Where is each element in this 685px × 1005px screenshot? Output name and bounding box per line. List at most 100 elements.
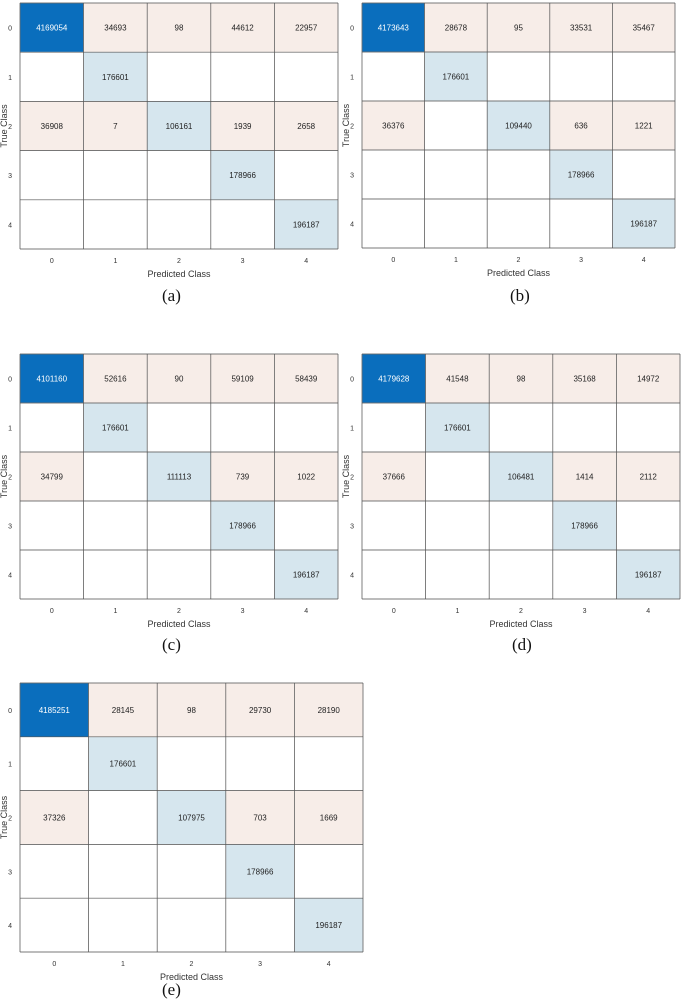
matrix-cell-2-1 (424, 100, 488, 151)
matrix-cell-3-1 (88, 844, 158, 899)
matrix-cell-4-1 (424, 198, 488, 249)
x-tick-3: 3 (241, 258, 245, 265)
matrix-cell-2-3 (549, 100, 613, 151)
matrix-cell-3-3 (549, 149, 613, 200)
matrix-cell-1-1 (425, 402, 490, 453)
cell-value-2-4: 1669 (320, 814, 338, 823)
matrix-cell-3-1 (83, 500, 148, 551)
matrix-cell-1-2 (146, 402, 212, 453)
matrix-cell-3-4 (294, 844, 364, 899)
matrix-cell-4-1 (83, 549, 148, 600)
matrix-cell-4-4 (616, 549, 681, 600)
cell-value-2-2: 106481 (508, 473, 535, 482)
matrix-cell-0-0 (361, 353, 426, 404)
x-tick-0: 0 (52, 961, 56, 968)
cell-value-2-4: 1022 (297, 473, 315, 482)
y-tick-3: 3 (350, 173, 354, 180)
x-tick-2: 2 (177, 608, 181, 615)
matrix-cell-2-1 (88, 790, 158, 845)
y-tick-3: 3 (350, 524, 354, 531)
y-tick-0: 0 (8, 377, 12, 384)
matrix-cell-1-0 (361, 51, 425, 102)
y-axis-label: True Class (341, 454, 351, 498)
cell-value-0-3: 59109 (231, 375, 254, 384)
matrix-cell-3-3 (210, 500, 275, 551)
matrix-cell-4-2 (486, 198, 551, 249)
cell-value-1-1: 176601 (110, 760, 137, 769)
x-tick-2: 2 (190, 961, 194, 968)
matrix-panel-d: 4179628 41548 98 35168 14972 176601 37666 10648… (341, 330, 685, 660)
cell-value-0-4: 14972 (637, 375, 660, 384)
y-tick-2: 2 (8, 816, 12, 823)
y-tick-1: 1 (8, 75, 12, 82)
y-tick-1: 1 (350, 75, 354, 82)
y-axis-label: True Class (0, 795, 9, 839)
matrix-cell-1-3 (210, 402, 275, 453)
cell-value-0-1: 28145 (112, 706, 135, 715)
cell-value-3-3: 178966 (229, 171, 256, 180)
cell-value-4-4: 196187 (315, 921, 342, 930)
cell-value-4-4: 196187 (630, 220, 657, 229)
y-tick-2: 2 (8, 475, 12, 482)
matrix-cell-1-1 (424, 51, 488, 102)
cell-value-3-3: 178966 (568, 171, 595, 180)
y-tick-3: 3 (8, 173, 12, 180)
y-tick-1: 1 (8, 762, 12, 769)
matrix-cell-4-0 (361, 198, 425, 249)
y-tick-0: 0 (350, 377, 354, 384)
cell-value-0-2: 98 (175, 24, 184, 33)
cell-value-0-1: 52616 (104, 375, 127, 384)
matrix-cell-0-2 (488, 353, 554, 404)
cell-value-0-0: 4169054 (36, 24, 68, 33)
matrix-cell-0-4 (274, 2, 339, 53)
cell-value-2-0: 37326 (43, 814, 66, 823)
caption-b: (b) (510, 286, 530, 305)
cell-value-1-1: 176601 (102, 424, 129, 433)
matrix-cell-0-3 (210, 353, 275, 404)
matrix-cell-0-4 (616, 353, 681, 404)
matrix-cell-3-1 (83, 150, 148, 201)
matrix-cell-2-2 (146, 451, 212, 502)
cell-value-2-3: 636 (574, 122, 588, 131)
cell-value-2-4: 2658 (297, 122, 315, 131)
matrix-cell-1-4 (274, 402, 339, 453)
matrix-cell-3-0 (19, 844, 89, 899)
matrix-cell-3-2 (146, 500, 212, 551)
matrix-cell-4-1 (83, 199, 148, 250)
matrix-cell-3-4 (274, 500, 339, 551)
cell-value-2-3: 1414 (576, 473, 594, 482)
y-tick-4: 4 (8, 923, 12, 930)
y-axis-label: True Class (341, 103, 351, 147)
x-tick-4: 4 (642, 257, 646, 264)
cell-value-0-4: 35467 (633, 24, 656, 33)
y-tick-3: 3 (8, 869, 12, 876)
matrix-cell-4-3 (210, 549, 275, 600)
cell-value-3-3: 178966 (229, 522, 256, 531)
matrix-cell-0-2 (486, 2, 551, 53)
matrix-cell-4-1 (425, 549, 490, 600)
matrix-cell-1-4 (612, 51, 676, 102)
x-tick-3: 3 (579, 257, 583, 264)
cell-value-0-1: 28678 (445, 24, 468, 33)
x-axis-label: Predicted Class (487, 268, 551, 278)
y-tick-4: 4 (350, 222, 354, 229)
matrix-cell-4-2 (156, 897, 227, 953)
matrix-cell-1-3 (552, 402, 617, 453)
matrix-panel-a: 4169054 34693 98 44612 22957 176601 36908 7 1061… (0, 0, 342, 320)
cell-value-0-2: 90 (175, 375, 184, 384)
cell-value-0-0: 4101160 (37, 375, 68, 384)
matrix-cell-2-0 (361, 100, 425, 151)
matrix-cell-0-4 (294, 682, 364, 738)
matrix-cell-4-1 (88, 897, 158, 953)
matrix-cell-2-0 (19, 790, 89, 845)
matrix-cell-1-4 (616, 402, 681, 453)
x-axis-label: Predicted Class (160, 972, 224, 982)
x-tick-0: 0 (50, 258, 54, 265)
cell-value-0-0: 4185251 (39, 706, 71, 715)
confusion-matrix-e: 4185251 28145 98 29730 28190 176601 37326 10797… (0, 682, 364, 982)
matrix-cell-4-4 (274, 549, 339, 600)
matrix-cell-4-0 (19, 549, 84, 600)
cell-value-0-4: 22957 (295, 24, 318, 33)
cell-value-3-3: 178966 (571, 522, 598, 531)
cell-value-2-4: 2112 (640, 473, 658, 482)
